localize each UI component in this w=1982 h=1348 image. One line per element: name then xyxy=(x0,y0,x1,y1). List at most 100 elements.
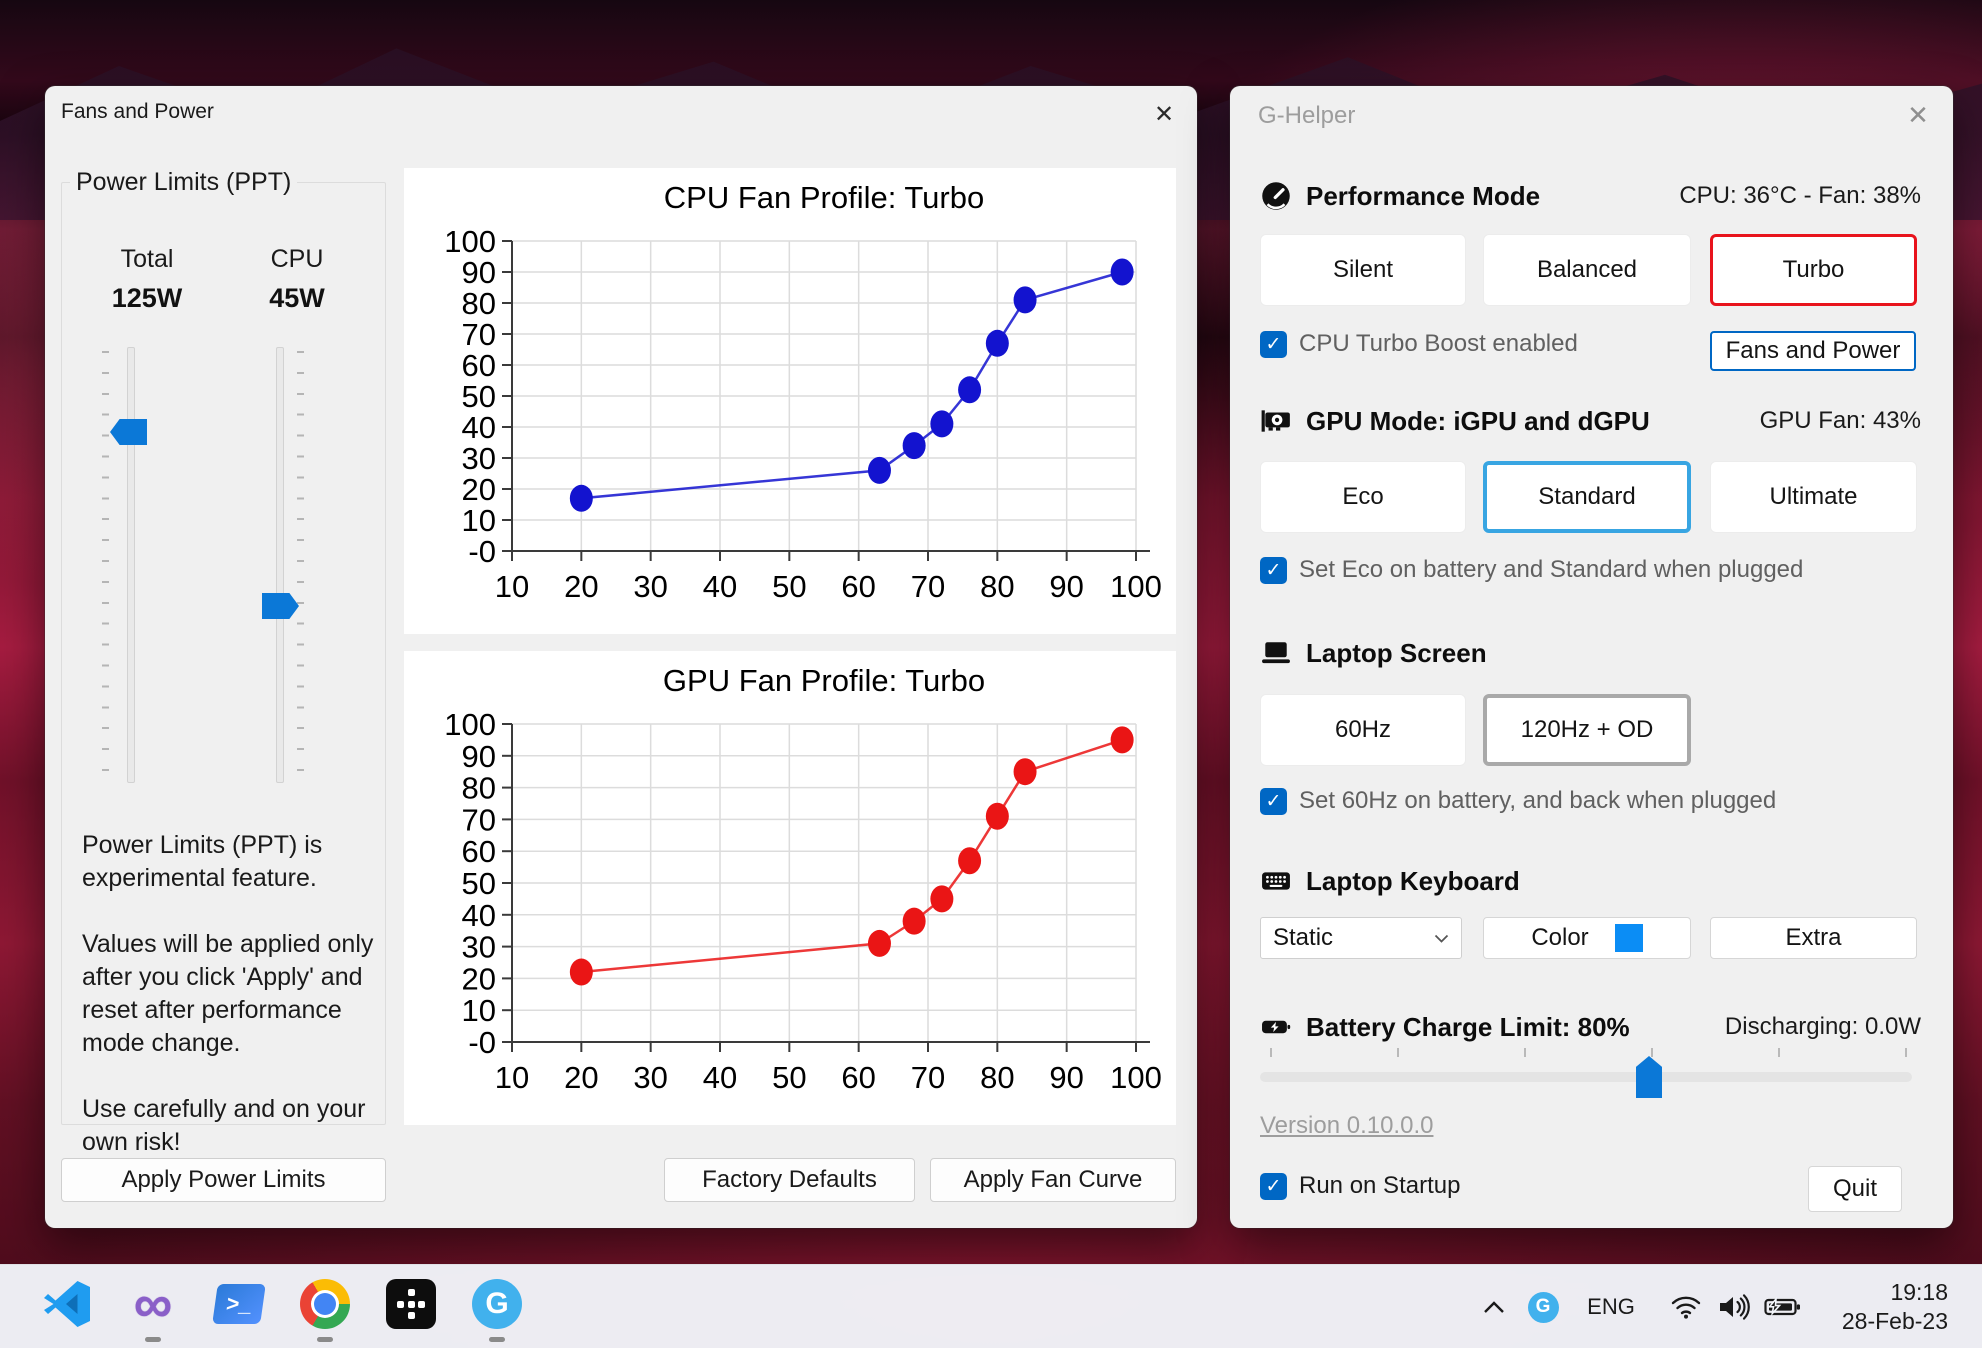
svg-text:80: 80 xyxy=(462,286,496,321)
cpu-slider-track[interactable] xyxy=(276,347,284,783)
cpu-fan-chart[interactable]: 100 90 80 70 60 50 40 30 20 10 -0 10 20 30 40 50 60 70 80 9… xyxy=(404,168,1176,634)
svg-text:30: 30 xyxy=(633,569,667,604)
eco-standard-checkbox-row: ✓ Set Eco on battery and Standard when p… xyxy=(1260,552,1921,588)
keyboard-icon xyxy=(1260,868,1292,894)
gpu-button-eco[interactable]: Eco xyxy=(1260,461,1466,533)
battery-slider-track[interactable] xyxy=(1260,1072,1912,1082)
laptop-icon xyxy=(1260,640,1292,666)
running-indicator xyxy=(489,1337,505,1342)
fans-and-power-button[interactable]: Fans and Power xyxy=(1710,331,1916,371)
apply-fan-curve-button[interactable]: Apply Fan Curve xyxy=(930,1158,1176,1202)
screen-checkbox-label: Set 60Hz on battery, and back when plugg… xyxy=(1299,787,1777,814)
clock[interactable]: 19:18 28-Feb-23 xyxy=(1842,1265,1948,1348)
mode-button-turbo[interactable]: Turbo xyxy=(1710,234,1917,306)
turbo-boost-checkbox[interactable]: ✓ xyxy=(1260,330,1287,358)
language-indicator[interactable]: ENG xyxy=(1587,1294,1635,1319)
color-button-label: Color xyxy=(1531,924,1589,951)
gpu-button-standard[interactable]: Standard xyxy=(1483,461,1691,533)
svg-text:50: 50 xyxy=(772,569,806,604)
keyboard-heading: Laptop Keyboard xyxy=(1306,865,1520,896)
mode-button-balanced[interactable]: Balanced xyxy=(1483,234,1691,306)
battery-slider-ticks xyxy=(1270,1048,1912,1057)
svg-text:60: 60 xyxy=(841,1060,875,1095)
total-slider-ticks xyxy=(102,351,109,779)
speaker-icon[interactable] xyxy=(1710,1265,1756,1348)
svg-text:20: 20 xyxy=(462,472,496,507)
svg-text:40: 40 xyxy=(462,410,496,445)
svg-text:GPU Fan Profile: Turbo: GPU Fan Profile: Turbo xyxy=(663,663,985,698)
ghelper-taskbar-icon[interactable]: G xyxy=(470,1277,524,1331)
turbo-boost-checkbox-row: ✓ CPU Turbo Boost enabled xyxy=(1260,326,1700,362)
svg-text:-0: -0 xyxy=(468,1025,496,1060)
svg-text:50: 50 xyxy=(462,866,496,901)
chrome-icon[interactable] xyxy=(298,1277,352,1331)
total-label: Total xyxy=(120,245,174,273)
total-slider-track[interactable] xyxy=(127,347,135,783)
quit-button[interactable]: Quit xyxy=(1808,1166,1902,1212)
tray-ghelper-icon[interactable]: G xyxy=(1524,1265,1562,1348)
svg-text:60: 60 xyxy=(462,834,496,869)
tray-chevron-up-icon[interactable] xyxy=(1478,1265,1510,1348)
close-icon[interactable]: ✕ xyxy=(1149,100,1179,130)
svg-text:60: 60 xyxy=(462,348,496,383)
cpu-slider-thumb[interactable] xyxy=(262,593,299,619)
keyboard-mode-dropdown[interactable]: Static xyxy=(1260,917,1462,959)
keyboard-color-button[interactable]: Color xyxy=(1483,917,1691,959)
version-link[interactable]: Version 0.10.0.0 xyxy=(1260,1112,1434,1139)
factory-defaults-button[interactable]: Factory Defaults xyxy=(664,1158,915,1202)
note-line-2: Values will be applied only after you cl… xyxy=(82,930,374,1057)
cpu-value: 45W xyxy=(269,283,325,313)
svg-text:80: 80 xyxy=(462,771,496,806)
visual-studio-icon[interactable]: ∞ xyxy=(133,1274,173,1334)
svg-text:90: 90 xyxy=(1049,569,1083,604)
battery-heading: Battery Charge Limit: 80% xyxy=(1306,1011,1630,1042)
fans-window-titlebar[interactable]: Fans and Power ✕ xyxy=(45,86,1197,140)
keyboard-extra-button[interactable]: Extra xyxy=(1710,917,1917,959)
svg-text:10: 10 xyxy=(495,1060,529,1095)
powershell-icon[interactable]: >_ xyxy=(212,1277,266,1331)
clock-time: 19:18 xyxy=(1890,1279,1948,1305)
color-swatch xyxy=(1614,924,1643,952)
svg-text:90: 90 xyxy=(462,255,496,290)
battery-tray-icon[interactable] xyxy=(1758,1265,1808,1348)
total-slider-thumb[interactable] xyxy=(110,419,147,445)
svg-text:100: 100 xyxy=(1110,569,1162,604)
battery-slider-thumb[interactable] xyxy=(1636,1056,1662,1098)
running-indicator xyxy=(317,1337,333,1342)
startup-checkbox[interactable]: ✓ xyxy=(1260,1172,1287,1200)
screen-checkbox[interactable]: ✓ xyxy=(1260,787,1287,815)
running-indicator xyxy=(145,1337,161,1342)
gpu-fan-chart[interactable]: 100 90 80 70 60 50 40 30 20 10 -0 10 20 30 40 50 60 70 80 9… xyxy=(404,651,1176,1125)
gpu-button-ultimate[interactable]: Ultimate xyxy=(1710,461,1917,533)
turbo-boost-checkbox-label: CPU Turbo Boost enabled xyxy=(1299,330,1578,357)
svg-text:70: 70 xyxy=(911,1060,945,1095)
total-value: 125W xyxy=(111,283,183,313)
screen-heading: Laptop Screen xyxy=(1306,637,1487,668)
mode-button-silent[interactable]: Silent xyxy=(1260,234,1466,306)
svg-text:40: 40 xyxy=(703,569,737,604)
close-icon[interactable]: ✕ xyxy=(1903,100,1933,130)
fans-window-title: Fans and Power xyxy=(61,100,214,123)
note-line-3: Use carefully and on your own risk! xyxy=(82,1095,366,1156)
battery-bolt-icon xyxy=(1260,1014,1292,1040)
svg-text:50: 50 xyxy=(772,1060,806,1095)
speedometer-icon xyxy=(1260,182,1292,210)
power-limits-group: Power Limits (PPT) Total CPU 125W 45W Po… xyxy=(61,168,386,1156)
vscode-icon[interactable] xyxy=(40,1277,94,1331)
ghelper-titlebar[interactable]: G-Helper ✕ xyxy=(1230,86,1953,140)
eco-standard-checkbox[interactable]: ✓ xyxy=(1260,556,1287,584)
black-dots-app-icon[interactable] xyxy=(384,1277,438,1331)
svg-text:70: 70 xyxy=(462,802,496,837)
wifi-icon[interactable] xyxy=(1664,1265,1708,1348)
apply-power-limits-button[interactable]: Apply Power Limits xyxy=(61,1158,386,1202)
keyboard-mode-value: Static xyxy=(1273,924,1334,951)
ghelper-window: G-Helper ✕ Performance Mode CPU: 36°C - … xyxy=(1230,86,1953,1228)
svg-text:20: 20 xyxy=(564,569,598,604)
screen-button-120hz-od[interactable]: 120Hz + OD xyxy=(1483,694,1691,766)
startup-checkbox-label: Run on Startup xyxy=(1299,1172,1461,1199)
svg-text:80: 80 xyxy=(980,569,1014,604)
svg-text:70: 70 xyxy=(462,317,496,352)
screen-button-60hz[interactable]: 60Hz xyxy=(1260,694,1466,766)
svg-text:10: 10 xyxy=(462,503,496,538)
discharging-status: Discharging: 0.0W xyxy=(1724,1013,1921,1040)
